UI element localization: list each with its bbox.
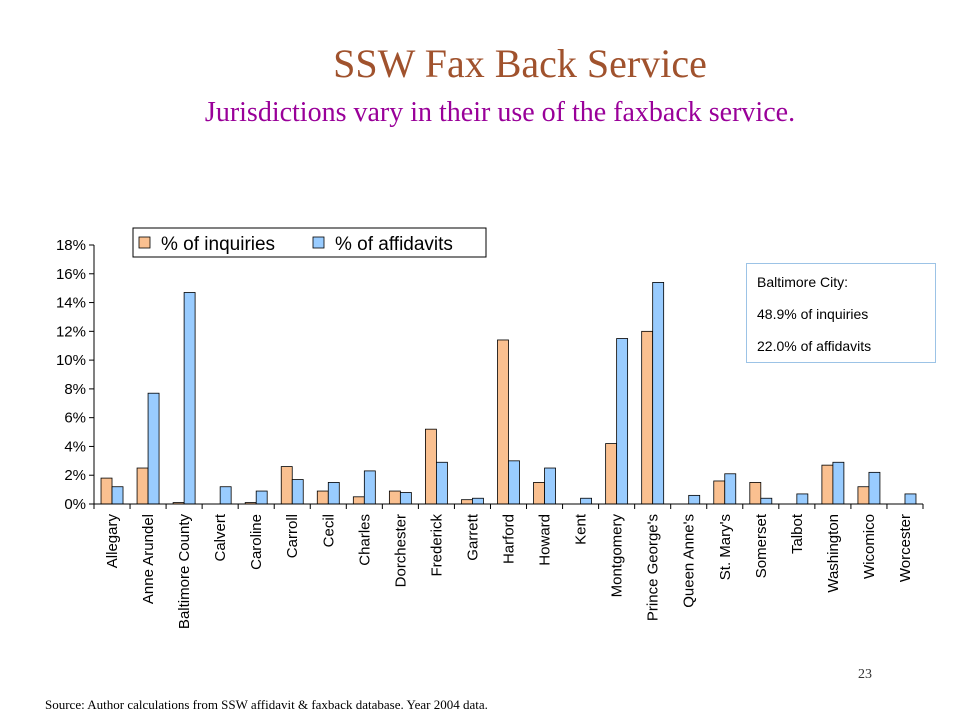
x-tick-label: St. Mary's	[717, 514, 734, 580]
legend-swatch	[312, 236, 325, 249]
bar-chart: 0% 2% 4% 6% 8% 10% 12% 14% 16% 18% Allegary Anne A…	[56, 227, 924, 630]
x-tick-label: Garrett	[464, 513, 481, 561]
y-tick-label: 16%	[56, 266, 86, 283]
x-tick-label: Charles	[356, 514, 373, 566]
x-tick-label: Wicomico	[861, 514, 878, 579]
x-tick-label: Caroline	[248, 514, 265, 570]
bar-inquiries	[605, 443, 618, 505]
y-tick-label: 0%	[64, 496, 86, 513]
bar-affidavits	[183, 292, 196, 505]
x-tick-label: Talbot	[789, 513, 806, 554]
y-tick-label: 18%	[56, 237, 86, 254]
bar-affidavits	[868, 471, 881, 505]
bar-affidavits	[508, 460, 520, 505]
x-tick-label: Harford	[501, 514, 518, 564]
bar-affidavits	[255, 490, 268, 505]
bar-affidavits	[147, 392, 160, 505]
legend-label: % of inquiries	[161, 234, 275, 255]
x-tick-label: Prince George's	[645, 514, 662, 621]
bar-inquiries	[533, 482, 545, 505]
bar-affidavits	[688, 494, 701, 505]
bar-inquiries	[641, 330, 654, 505]
x-tick-label: Baltimore County	[176, 514, 193, 630]
bar-affidavits	[436, 461, 448, 505]
bar-affidavits	[544, 467, 556, 505]
y-tick-label: 10%	[56, 352, 86, 369]
legend-box	[132, 227, 487, 258]
legend-swatch	[138, 236, 151, 249]
y-tick-label: 14%	[56, 295, 86, 312]
x-tick-label: Frederick	[428, 514, 445, 577]
x-tick-label: Anne Arundel	[140, 514, 157, 604]
bar-inquiries	[821, 464, 834, 505]
bar-affidavits	[904, 493, 917, 505]
x-tick-label: Somerset	[753, 513, 770, 578]
slide-title: SSW Fax Back Service	[333, 41, 707, 86]
bar-affidavits	[760, 497, 773, 505]
bar-affidavits	[219, 486, 232, 505]
bar-inquiries	[749, 482, 762, 505]
slide-subtitle: Jurisdictions vary in their use of the f…	[204, 97, 796, 128]
x-tick-label: Dorchester	[392, 514, 409, 587]
baltimore-city-note: Baltimore City: 48.9% of inquiries 22.0%…	[746, 263, 936, 363]
x-tick-label: Carroll	[284, 514, 301, 558]
bar-affidavits	[580, 497, 592, 505]
note-line-inquiries: 48.9% of inquiries	[757, 306, 869, 322]
x-tick-label: Cecil	[320, 514, 337, 547]
bar-inquiries	[352, 496, 365, 505]
x-tick-label: Worcester	[897, 514, 914, 582]
bar-affidavits	[111, 486, 124, 505]
bar-affidavits	[399, 492, 412, 505]
bar-inquiries	[388, 490, 401, 505]
bar-inquiries	[425, 428, 437, 505]
bar-affidavits	[472, 497, 484, 505]
y-tick-label: 2%	[64, 467, 86, 484]
y-tick-label: 8%	[64, 381, 86, 398]
x-tick-label: Montgomery	[609, 514, 626, 598]
y-tick-label: 12%	[56, 323, 86, 340]
y-axis: 0% 2% 4% 6% 8% 10% 12% 14% 16% 18%	[56, 237, 95, 513]
bar-inquiries	[857, 486, 870, 505]
bar-inquiries	[497, 339, 509, 505]
bar-inquiries	[316, 490, 329, 505]
x-tick-label: Washington	[825, 514, 842, 593]
legend: % of inquiries % of affidavits	[132, 227, 487, 258]
bar-affidavits	[796, 493, 809, 505]
x-tick-label: Queen Anne's	[681, 514, 698, 608]
legend-label: % of affidavits	[335, 234, 453, 255]
note-line-heading: Baltimore City:	[757, 274, 849, 290]
bar-inquiries	[713, 480, 726, 505]
bar-inquiries	[280, 466, 293, 505]
bar-affidavits	[363, 470, 376, 505]
bar-affidavits	[616, 338, 629, 505]
x-tick-label: Howard	[537, 514, 554, 566]
bar-affidavits	[291, 479, 304, 505]
page-number: 23	[858, 667, 872, 682]
bar-affidavits	[832, 461, 845, 505]
bar-inquiries	[461, 499, 473, 505]
y-tick-label: 4%	[64, 438, 86, 455]
note-line-affidavits: 22.0% of affidavits	[757, 338, 872, 354]
y-tick-label: 6%	[64, 410, 86, 427]
bar-inquiries	[136, 467, 149, 505]
x-axis: Allegary Anne Arundel Baltimore County Calv…	[93, 503, 924, 630]
bar-inquiries	[100, 477, 113, 505]
bar-affidavits	[652, 282, 665, 505]
bar-affidavits	[327, 482, 340, 505]
x-tick-label: Calvert	[212, 513, 229, 561]
source-note: Source: Author calculations from SSW aff…	[45, 697, 488, 712]
x-tick-label: Allegary	[104, 514, 121, 569]
bar-affidavits	[724, 473, 737, 505]
x-tick-label: Kent	[573, 513, 590, 545]
